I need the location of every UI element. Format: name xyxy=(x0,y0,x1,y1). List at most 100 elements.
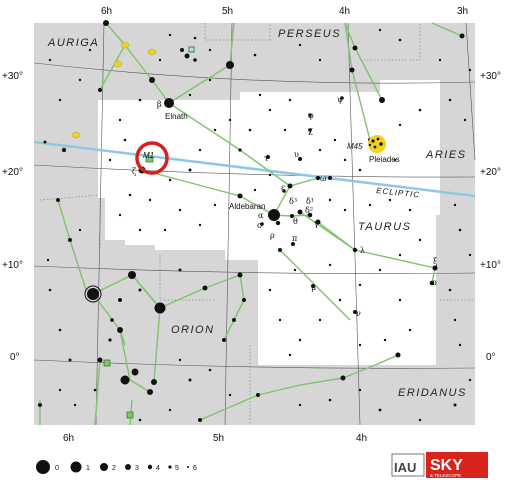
greek-beta: β xyxy=(157,100,162,109)
star xyxy=(432,265,438,271)
star xyxy=(352,45,358,51)
star xyxy=(178,268,182,272)
star xyxy=(458,343,462,347)
star xyxy=(418,418,422,422)
star xyxy=(97,357,103,363)
star xyxy=(198,223,202,227)
star xyxy=(147,389,153,395)
star xyxy=(453,403,457,407)
star xyxy=(468,378,472,382)
deep-sky-objects xyxy=(71,41,386,419)
star xyxy=(253,53,257,57)
pleiades-star xyxy=(371,139,375,143)
sky-telescope-logo: SKY & TELESCOPE xyxy=(426,452,488,478)
greek-omega: ω xyxy=(320,174,327,183)
star xyxy=(333,138,337,142)
star xyxy=(340,96,344,100)
star xyxy=(448,288,452,292)
iau-logo: IAU xyxy=(391,453,425,477)
star xyxy=(238,148,242,152)
constellation-perseus: PERSEUS xyxy=(278,28,341,40)
star xyxy=(158,58,162,62)
constellation-eridanus: ERIDANUS xyxy=(398,387,467,399)
open-cluster-marker xyxy=(147,48,157,56)
star xyxy=(43,140,47,144)
star xyxy=(308,128,312,132)
star xyxy=(418,108,422,112)
m1-highlight-circle xyxy=(135,141,169,175)
sky-logo-subtext: & TELESCOPE xyxy=(430,473,461,478)
star xyxy=(353,310,357,314)
star xyxy=(188,168,192,172)
star xyxy=(108,338,112,342)
ra-label-bottom-4h: 4h xyxy=(356,433,367,444)
star xyxy=(429,280,435,286)
star xyxy=(343,208,347,212)
star xyxy=(358,168,362,172)
star xyxy=(178,358,182,362)
star xyxy=(398,38,402,42)
star xyxy=(213,128,217,132)
dec-label-right-0: 0° xyxy=(486,352,496,363)
star xyxy=(268,209,280,221)
legend-star-mag2 xyxy=(100,463,108,471)
constellation-taurus: TAURUS xyxy=(358,221,411,233)
dec-label-right-30: +30° xyxy=(480,71,501,82)
star xyxy=(358,388,362,392)
dec-label-right-20: +20° xyxy=(480,167,501,178)
star xyxy=(232,318,236,322)
star xyxy=(418,238,422,242)
star xyxy=(293,268,297,272)
star xyxy=(266,155,270,159)
star xyxy=(315,219,321,225)
star xyxy=(343,158,347,162)
star xyxy=(298,338,302,342)
star xyxy=(226,61,234,69)
star xyxy=(110,318,114,322)
star xyxy=(228,118,232,122)
star xyxy=(288,98,292,102)
legend-star-mag6 xyxy=(187,466,189,468)
star xyxy=(453,318,457,322)
star xyxy=(278,318,282,322)
dec-label-right-10: +10° xyxy=(480,260,501,271)
star xyxy=(58,388,62,392)
greek-tau: τ xyxy=(264,154,269,163)
greek-chi: χ xyxy=(308,126,313,135)
star xyxy=(58,98,62,102)
star xyxy=(318,318,322,322)
greek-rho: ρ xyxy=(270,231,275,240)
ra-label-bottom-6h: 6h xyxy=(63,433,74,444)
star xyxy=(378,28,382,32)
star xyxy=(297,209,303,215)
taurus-region xyxy=(98,80,440,365)
dec-label-left-10: +10° xyxy=(2,260,23,271)
star xyxy=(311,284,315,288)
star xyxy=(383,338,387,342)
open-cluster-marker xyxy=(120,41,130,49)
star xyxy=(283,128,287,132)
star xyxy=(188,93,192,97)
star xyxy=(163,228,167,232)
star xyxy=(408,328,412,332)
star xyxy=(378,268,382,272)
star xyxy=(398,298,402,302)
dec-label-left-20: +20° xyxy=(2,167,23,178)
coordinate-grid xyxy=(33,22,476,426)
star xyxy=(58,328,62,332)
star xyxy=(291,242,295,246)
star xyxy=(328,198,332,202)
legend-label-mag2: 2 xyxy=(112,465,116,472)
legend-label-mag4: 4 xyxy=(156,465,160,472)
star xyxy=(164,98,174,108)
star xyxy=(290,214,294,218)
star xyxy=(315,175,321,181)
star xyxy=(242,298,246,302)
legend-star-mag3 xyxy=(125,464,131,470)
star xyxy=(268,173,272,177)
greek-zeta: ζ xyxy=(132,167,137,176)
open-cluster-marker xyxy=(113,60,123,68)
legend-label-mag0: 0 xyxy=(55,465,59,472)
greek-psi: ψ xyxy=(337,95,343,104)
